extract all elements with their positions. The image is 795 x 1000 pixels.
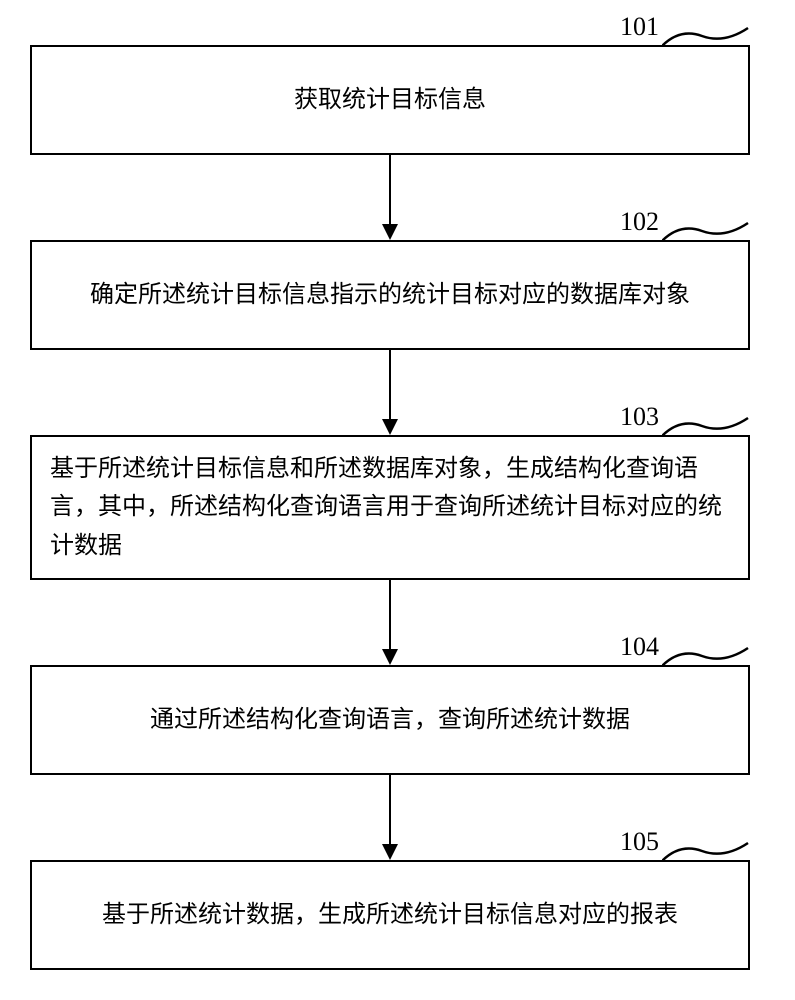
step-text: 基于所述统计数据，生成所述统计目标信息对应的报表 <box>102 896 678 934</box>
label-num: 104 <box>620 632 659 661</box>
label-tick-5 <box>662 837 752 867</box>
label-num: 102 <box>620 207 659 236</box>
arrow-shaft <box>389 350 391 419</box>
label-tick-4 <box>662 642 752 672</box>
step-box-4: 通过所述结构化查询语言，查询所述统计数据 <box>30 665 750 775</box>
arrow-head <box>382 649 398 665</box>
step-label-3: 103 <box>620 402 659 432</box>
step-box-2: 确定所述统计目标信息指示的统计目标对应的数据库对象 <box>30 240 750 350</box>
arrow-shaft <box>389 775 391 844</box>
step-label-5: 105 <box>620 827 659 857</box>
step-box-1: 获取统计目标信息 <box>30 45 750 155</box>
step-box-3: 基于所述统计目标信息和所述数据库对象，生成结构化查询语言，其中，所述结构化查询语… <box>30 435 750 580</box>
label-tick-3 <box>662 412 752 442</box>
step-text: 基于所述统计目标信息和所述数据库对象，生成结构化查询语言，其中，所述结构化查询语… <box>50 450 730 565</box>
step-text: 通过所述结构化查询语言，查询所述统计数据 <box>150 701 630 739</box>
label-num: 103 <box>620 402 659 431</box>
flowchart-canvas: 获取统计目标信息 101 确定所述统计目标信息指示的统计目标对应的数据库对象 1… <box>0 0 795 1000</box>
arrow-head <box>382 844 398 860</box>
arrow-shaft <box>389 580 391 649</box>
label-num: 101 <box>620 12 659 41</box>
arrow-head <box>382 419 398 435</box>
label-tick-1 <box>662 22 752 52</box>
step-label-2: 102 <box>620 207 659 237</box>
step-label-4: 104 <box>620 632 659 662</box>
arrow-head <box>382 224 398 240</box>
label-num: 105 <box>620 827 659 856</box>
arrow-shaft <box>389 155 391 224</box>
step-text: 获取统计目标信息 <box>294 81 486 119</box>
step-text: 确定所述统计目标信息指示的统计目标对应的数据库对象 <box>90 276 690 314</box>
step-box-5: 基于所述统计数据，生成所述统计目标信息对应的报表 <box>30 860 750 970</box>
step-label-1: 101 <box>620 12 659 42</box>
label-tick-2 <box>662 217 752 247</box>
